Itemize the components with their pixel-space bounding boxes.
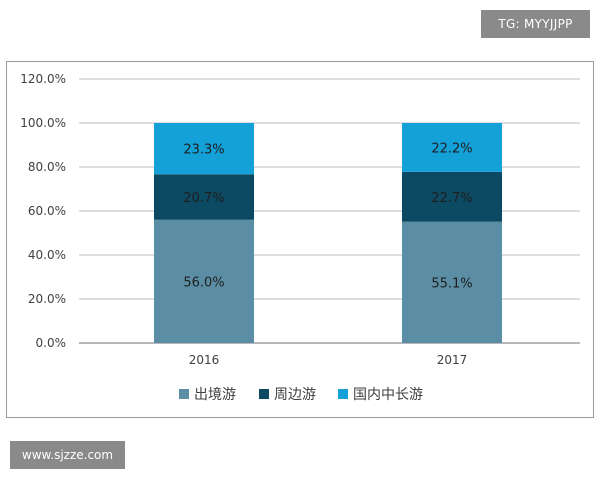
data-label: 23.3% — [183, 143, 224, 158]
watermark-top: TG: MYYJJPP — [481, 10, 590, 38]
legend-swatch — [179, 389, 189, 399]
data-label: 22.7% — [431, 191, 472, 206]
data-label: 22.2% — [431, 141, 472, 156]
x-tick-label: 2017 — [437, 353, 468, 367]
y-tick-label: 80.0% — [28, 160, 66, 174]
y-tick-label: 20.0% — [28, 292, 66, 306]
y-tick-label: 120.0% — [20, 72, 66, 86]
y-tick-label: 0.0% — [36, 336, 67, 350]
y-tick-label: 40.0% — [28, 248, 66, 262]
x-tick-label: 2016 — [189, 353, 220, 367]
legend-swatch — [259, 389, 269, 399]
data-label: 20.7% — [183, 191, 224, 206]
data-label: 55.1% — [431, 276, 472, 291]
legend-label: 国内中长游 — [353, 387, 423, 403]
legend-swatch — [338, 389, 348, 399]
bar-segment — [402, 123, 502, 172]
bar-segment — [154, 123, 254, 175]
watermark-bottom: www.sjzze.com — [10, 441, 125, 469]
legend-label: 周边游 — [274, 387, 316, 403]
bar-segment — [402, 171, 502, 222]
y-tick-label: 60.0% — [28, 204, 66, 218]
y-tick-label: 100.0% — [20, 116, 66, 130]
stacked-bar-chart: 0.0% 20.0% 40.0% 60.0% 80.0% 100.0% 120.0% 56.0… — [20, 72, 580, 403]
bar-segment — [154, 174, 254, 220]
chart-frame: 0.0% 20.0% 40.0% 60.0% 80.0% 100.0% 120.0% 56.0… — [6, 61, 594, 418]
legend-label: 出境游 — [194, 387, 236, 403]
data-label: 56.0% — [183, 275, 224, 290]
bar-segment — [154, 219, 254, 343]
bar-segment — [402, 221, 502, 343]
